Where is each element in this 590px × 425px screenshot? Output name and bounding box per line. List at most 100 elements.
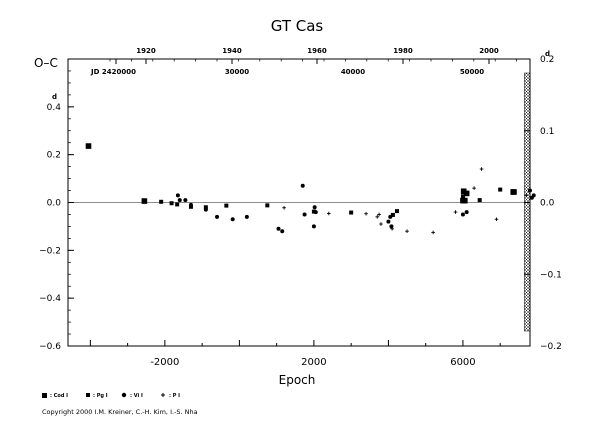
legend-marker-p-i bbox=[161, 393, 165, 397]
legend-label: : Pg I bbox=[93, 393, 108, 399]
top-year-axis: 1920 1940 1960 1980 2000 bbox=[136, 47, 499, 55]
copyright-text: Copyright 2000 I.M. Kreiner, C.-H. Kim, … bbox=[42, 408, 198, 416]
data-point-cod-i bbox=[511, 189, 517, 195]
legend-marker-pg-i bbox=[86, 393, 90, 397]
bottom-x-axis: -2000 2000 6000 bbox=[150, 357, 475, 368]
data-point-p-i bbox=[390, 227, 394, 231]
right-y-tick: −0.2 bbox=[540, 342, 562, 352]
right-y-axis: 0.2 0.1 0.0 −0.1 −0.2 d bbox=[540, 50, 562, 352]
legend-label: : Cod I bbox=[50, 393, 68, 399]
data-point-p-i bbox=[453, 210, 458, 214]
right-y-tick: 0.1 bbox=[540, 127, 554, 137]
data-point-p-i bbox=[405, 229, 409, 233]
data-point-p-i bbox=[479, 167, 484, 171]
data-point-pg-i bbox=[394, 209, 399, 214]
data-point-cod-i bbox=[463, 190, 470, 197]
data-point-vi-i bbox=[230, 217, 235, 222]
data-point-vi-i bbox=[460, 212, 465, 217]
jd-axis: JD 2420000 30000 40000 50000 bbox=[90, 68, 484, 76]
data-point-pg-i bbox=[390, 212, 395, 217]
right-unit-superscript: d bbox=[545, 50, 550, 58]
jd-tick: JD 2420000 bbox=[90, 68, 136, 76]
data-point-vi-i bbox=[386, 219, 391, 224]
data-point-vi-i bbox=[388, 214, 393, 219]
data-point-pg-i bbox=[169, 201, 174, 206]
top-year-tick: 1920 bbox=[136, 47, 156, 55]
data-point-cod-i bbox=[141, 198, 148, 204]
top-year-tick: 1940 bbox=[222, 47, 242, 55]
data-point-pg-i bbox=[463, 199, 468, 204]
legend: : Cod I : Pg I : Vi I : P I bbox=[42, 392, 180, 399]
y-axis-label: O–C bbox=[34, 56, 58, 70]
data-point-vi-i bbox=[183, 198, 188, 203]
jd-tick: 50000 bbox=[460, 68, 484, 76]
data-point-pg-i bbox=[349, 210, 354, 215]
data-point-p-i bbox=[379, 222, 383, 226]
data-point-pg-i bbox=[175, 202, 180, 207]
left-unit-superscript: d bbox=[52, 93, 57, 101]
data-point-vi-i bbox=[464, 210, 469, 215]
data-point-p-i bbox=[377, 212, 381, 217]
data-point-p-i bbox=[375, 215, 380, 219]
data-point-pg-i bbox=[460, 194, 465, 199]
data-point-pg-i bbox=[203, 205, 208, 210]
right-y-tick: 0.0 bbox=[540, 199, 555, 209]
x-tick: 2000 bbox=[301, 357, 326, 368]
data-point-vi-i bbox=[280, 229, 285, 234]
left-y-tick: 0.2 bbox=[47, 151, 61, 161]
data-point-vi-i bbox=[215, 214, 220, 219]
data-point-pg-i bbox=[477, 198, 482, 203]
data-point-p-i bbox=[524, 193, 529, 198]
left-y-tick: −0.6 bbox=[39, 342, 61, 352]
data-point-cod-i bbox=[460, 188, 467, 195]
data-point-vi-i bbox=[313, 210, 318, 215]
data-point-vi-i bbox=[531, 193, 536, 198]
left-y-tick: −0.4 bbox=[39, 294, 61, 304]
x-tick: -2000 bbox=[150, 357, 179, 368]
data-point-vi-i bbox=[177, 198, 182, 203]
right-y-tick: 0.2 bbox=[540, 55, 554, 65]
x-axis-label: Epoch bbox=[279, 373, 316, 387]
legend-label: : P I bbox=[169, 393, 180, 399]
data-point-p-i bbox=[494, 217, 499, 222]
right-y-tick: −0.1 bbox=[540, 270, 562, 280]
data-point-vi-i bbox=[300, 183, 305, 188]
data-point-p-i bbox=[431, 230, 435, 235]
data-point-vi-i bbox=[203, 207, 208, 212]
data-point-vi-i bbox=[528, 188, 532, 193]
data-point-vi-i bbox=[311, 224, 316, 229]
data-point-vi-i bbox=[244, 214, 249, 219]
left-y-tick: −0.2 bbox=[39, 246, 61, 256]
left-y-tick: 0.0 bbox=[47, 199, 62, 209]
axis-ticks bbox=[68, 58, 530, 347]
data-point-vi-i bbox=[175, 193, 180, 198]
data-point-vi-i bbox=[276, 226, 281, 231]
data-point-vi-i bbox=[302, 212, 307, 217]
left-y-axis: 0.4 0.2 0.0 −0.2 −0.4 −0.6 d bbox=[39, 93, 61, 352]
x-tick: 6000 bbox=[450, 357, 475, 368]
data-point-pg-i bbox=[159, 199, 164, 204]
chart-title: GT Cas bbox=[271, 17, 324, 35]
data-point-p-i bbox=[327, 211, 331, 216]
legend-marker-vi-i bbox=[121, 392, 127, 398]
left-y-tick: 0.4 bbox=[47, 103, 62, 113]
data-point-vi-i bbox=[312, 205, 317, 210]
data-point-vi-i bbox=[188, 202, 193, 207]
jd-tick: 40000 bbox=[341, 68, 365, 76]
top-year-tick: 1960 bbox=[307, 47, 327, 55]
data-point-vi-i bbox=[389, 224, 394, 229]
data-point-pg-i bbox=[224, 203, 229, 208]
top-year-tick: 1980 bbox=[393, 47, 413, 55]
top-year-tick: 2000 bbox=[479, 47, 499, 55]
data-point-p-i bbox=[282, 205, 286, 210]
data-point-p-i bbox=[472, 186, 476, 190]
data-point-pg-i bbox=[265, 203, 270, 208]
data-point-pg-i bbox=[498, 187, 503, 192]
data-points bbox=[85, 143, 536, 235]
jd-tick: 30000 bbox=[225, 68, 249, 76]
data-point-cod-i bbox=[85, 143, 92, 149]
data-point-p-i bbox=[364, 211, 368, 216]
legend-label: : Vi I bbox=[130, 393, 143, 399]
legend-marker-cod-i bbox=[42, 393, 47, 398]
